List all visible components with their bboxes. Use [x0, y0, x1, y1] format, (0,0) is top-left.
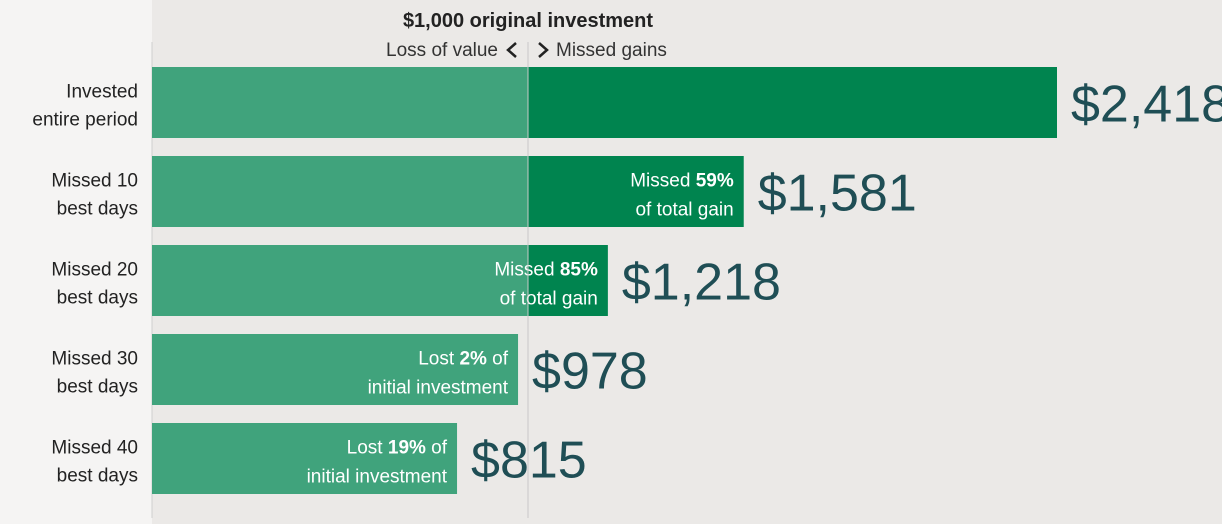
category-label-2: Missed 20 best days: [51, 260, 138, 309]
category-label-line: Missed 40: [51, 438, 138, 459]
category-label-line: best days: [57, 288, 138, 309]
bar-base-segment-4: [152, 423, 458, 494]
bar-base-segment-2: [152, 245, 528, 316]
bar-note-line2: of total gain: [500, 289, 598, 310]
bar-gain-segment-1: [528, 156, 744, 227]
bar-gain-segment-0: [528, 67, 1057, 138]
bar-note-3: Lost 2% of initial investment: [368, 349, 509, 399]
bar-note-prefix: Lost: [418, 349, 459, 370]
value-label-0: $2,418: [1071, 76, 1222, 134]
category-label-line: Missed 20: [51, 260, 138, 281]
bar-note-suffix: of: [426, 438, 448, 459]
category-label-3: Missed 30 best days: [51, 349, 138, 398]
bar-note-line2: of total gain: [635, 200, 733, 221]
bar-note-line2: initial investment: [307, 467, 448, 488]
bar-gain-segment-2: [528, 245, 608, 316]
category-label-line: entire period: [32, 110, 138, 131]
value-label-4: $815: [471, 432, 587, 490]
chevron-right-icon: [538, 42, 549, 58]
value-label-1: $1,581: [758, 165, 917, 223]
loss-of-value-label: Loss of value: [386, 40, 498, 61]
bar-base-segment-0: [152, 67, 528, 138]
bar-note-prefix: Missed: [494, 260, 559, 281]
category-label-line: Missed 30: [51, 349, 138, 370]
category-label-line: best days: [57, 466, 138, 487]
chevron-left-icon: [506, 42, 517, 58]
bar-note-percent: 85%: [560, 260, 598, 281]
missed-gains-label: Missed gains: [556, 40, 667, 61]
bar-note-prefix: Lost: [347, 438, 388, 459]
bars-group: Invested entire period $2,418 Missed 10 best…: [32, 67, 1222, 494]
bar-note-percent: 59%: [696, 171, 734, 192]
chart-title: $1,000 original investment: [403, 10, 653, 32]
bar-note-percent: 19%: [388, 438, 426, 459]
value-label-2: $1,218: [622, 254, 781, 312]
value-label-3: $978: [532, 343, 648, 401]
bar-note-percent: 2%: [459, 349, 487, 370]
category-label-line: Invested: [66, 82, 138, 103]
bar-note-suffix: of: [487, 349, 509, 370]
bar-note-4: Lost 19% of initial investment: [307, 438, 448, 488]
category-label-line: Missed 10: [51, 171, 138, 192]
bar-note-2: Missed 85% of total gain: [494, 260, 598, 310]
category-label-1: Missed 10 best days: [51, 171, 138, 220]
bar-note-prefix: Missed: [630, 171, 695, 192]
category-label-4: Missed 40 best days: [51, 438, 138, 487]
bar-base-segment-3: [152, 334, 519, 405]
category-label-line: best days: [57, 199, 138, 220]
bar-note-line2: initial investment: [368, 378, 509, 399]
bar-note-1: Missed 59% of total gain: [630, 171, 734, 221]
category-label-line: best days: [57, 377, 138, 398]
bar-base-segment-1: [152, 156, 528, 227]
category-label-0: Invested entire period: [32, 82, 138, 131]
